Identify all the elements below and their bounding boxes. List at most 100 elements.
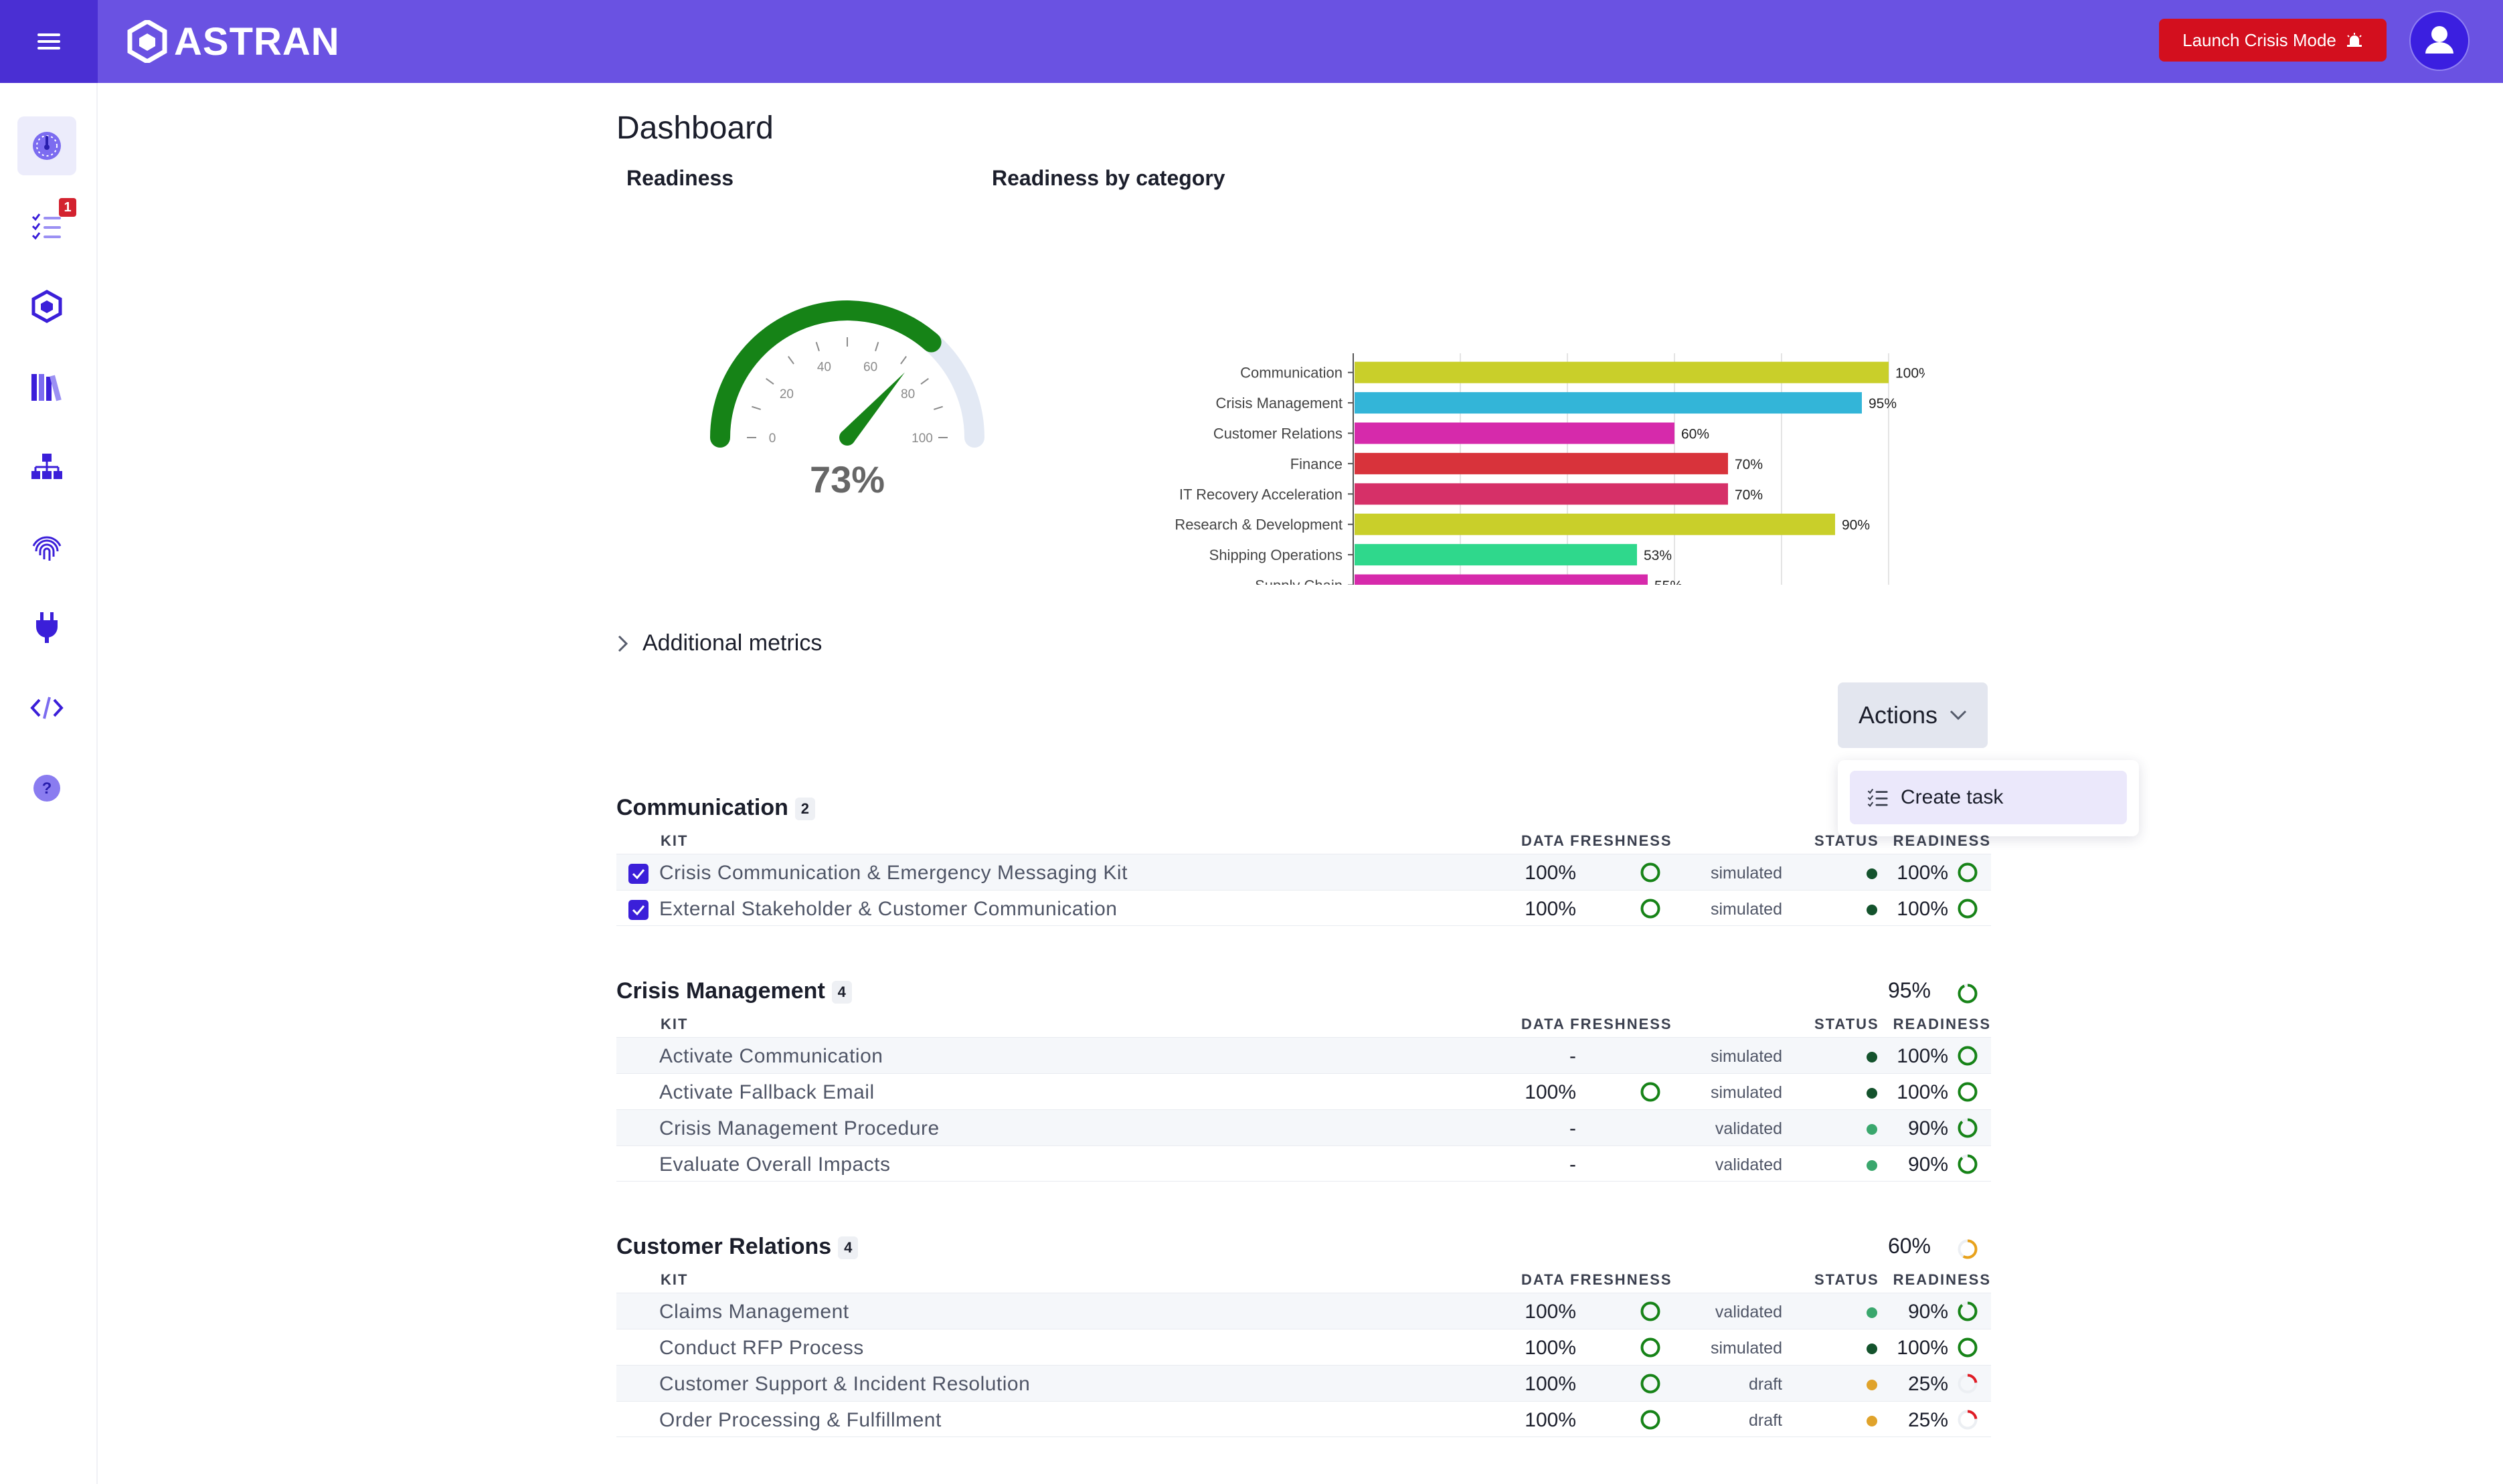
- readiness-ring: [1956, 1081, 1979, 1107]
- ring-progress: [1640, 1410, 1660, 1430]
- siren-icon: [2346, 33, 2362, 47]
- status-text: draft: [1748, 1375, 1782, 1394]
- bar-value-label: 53%: [1644, 548, 1672, 563]
- group-name[interactable]: Communication 2: [616, 795, 815, 821]
- sidebar-item-identity[interactable]: [17, 518, 76, 577]
- status-dot: [1867, 868, 1877, 879]
- table-row[interactable]: Crisis Communication & Emergency Messagi…: [616, 854, 1991, 890]
- sidebar-item-integrations[interactable]: [17, 598, 76, 657]
- data-freshness-value: 100%: [1525, 1373, 1576, 1395]
- table-row[interactable]: External Stakeholder & Customer Communic…: [616, 890, 1991, 926]
- column-header-status[interactable]: STATUS: [1814, 1271, 1879, 1288]
- gauge-tick: [934, 405, 943, 410]
- launch-crisis-mode-button[interactable]: Launch Crisis Mode: [2159, 19, 2387, 62]
- kit-name[interactable]: Activate Communication: [659, 1045, 883, 1067]
- status-text: draft: [1748, 1411, 1782, 1430]
- progress-ring-icon: [1958, 1239, 1978, 1259]
- progress-ring-icon: [1958, 1082, 1978, 1102]
- sidebar: 1: [0, 83, 98, 1484]
- status-dot: [1867, 1160, 1877, 1171]
- bar: [1355, 513, 1835, 535]
- user-avatar-button[interactable]: [2409, 11, 2470, 71]
- status-text: simulated: [1711, 900, 1782, 919]
- org-chart-icon: [31, 454, 62, 479]
- sidebar-item-tasks[interactable]: 1: [17, 197, 76, 256]
- readiness-value: 90%: [1907, 1117, 1948, 1139]
- sidebar-item-dashboard[interactable]: [17, 116, 76, 175]
- progress-ring-icon: [1958, 1046, 1978, 1066]
- progress-ring-icon: [1958, 1337, 1978, 1358]
- column-header-status[interactable]: STATUS: [1814, 832, 1879, 849]
- table-row[interactable]: Evaluate Overall Impacts - validated 90%: [616, 1145, 1991, 1182]
- menu-item-create-task[interactable]: Create task: [1850, 771, 2127, 824]
- readiness-value: 100%: [1897, 1337, 1948, 1359]
- group-name[interactable]: Crisis Management 4: [616, 978, 852, 1004]
- group-readiness-ring: [1956, 1238, 1979, 1264]
- group-name[interactable]: Customer Relations 4: [616, 1234, 859, 1260]
- column-header-readiness[interactable]: READINESS: [1893, 832, 1991, 849]
- bar: [1355, 452, 1728, 474]
- table-row[interactable]: Activate Communication - simulated 100%: [616, 1037, 1991, 1073]
- brand-logo[interactable]: ASTRAN: [127, 17, 340, 66]
- group-count-badge: 2: [794, 798, 815, 821]
- bar-value-label: 100%: [1895, 366, 1925, 381]
- table-row[interactable]: Order Processing & Fulfillment 100% draft 2…: [616, 1401, 1991, 1437]
- column-header-kit[interactable]: KIT: [661, 1271, 689, 1288]
- kit-name[interactable]: Activate Fallback Email: [659, 1081, 875, 1103]
- actions-dropdown-button[interactable]: Actions: [1838, 682, 1988, 748]
- data-freshness-value: 100%: [1525, 898, 1576, 920]
- kit-name[interactable]: Customer Support & Incident Resolution: [659, 1373, 1031, 1395]
- table-row[interactable]: Customer Support & Incident Resolution 10…: [616, 1365, 1991, 1401]
- column-header-data-freshness[interactable]: DATA FRESHNESS: [1521, 832, 1672, 849]
- progress-ring-icon: [1958, 899, 1978, 919]
- bar: [1355, 483, 1728, 505]
- kit-name[interactable]: Order Processing & Fulfillment: [659, 1409, 942, 1431]
- column-header-status[interactable]: STATUS: [1814, 1016, 1879, 1032]
- gauge-tick-label: 0: [769, 432, 776, 446]
- ring-progress: [1958, 1082, 1978, 1102]
- column-header-data-freshness[interactable]: DATA FRESHNESS: [1521, 1271, 1672, 1288]
- readiness-value: 100%: [1897, 1045, 1948, 1067]
- ring-progress: [1958, 899, 1978, 919]
- code-icon: [30, 697, 64, 719]
- table-row[interactable]: Claims Management 100% validated 90%: [616, 1293, 1991, 1329]
- column-header-kit[interactable]: KIT: [661, 832, 689, 849]
- user-icon: [2425, 26, 2453, 54]
- sidebar-item-organization[interactable]: [17, 438, 76, 496]
- sidebar-item-library[interactable]: [17, 357, 76, 416]
- column-headers: KIT DATA FRESHNESS STATUS READINESS: [616, 1266, 1991, 1293]
- gauge-tick: [920, 378, 929, 385]
- sidebar-item-help[interactable]: ?: [17, 759, 76, 818]
- gauge-tick-label: 80: [901, 387, 915, 401]
- data-freshness-value: -: [1569, 1045, 1576, 1067]
- menu-toggle-button[interactable]: [0, 0, 98, 83]
- progress-ring-icon: [1640, 1082, 1660, 1102]
- kit-name[interactable]: External Stakeholder & Customer Communic…: [659, 898, 1118, 920]
- additional-metrics-toggle[interactable]: Additional metrics: [617, 630, 822, 656]
- library-books-icon: [31, 374, 62, 401]
- column-header-readiness[interactable]: READINESS: [1893, 1016, 1991, 1032]
- kit-name[interactable]: Crisis Communication & Emergency Messagi…: [659, 862, 1128, 884]
- create-task-label: Create task: [1901, 786, 2004, 808]
- column-header-data-freshness[interactable]: DATA FRESHNESS: [1521, 1016, 1672, 1032]
- kit-name[interactable]: Evaluate Overall Impacts: [659, 1153, 891, 1176]
- freshness-ring: [1639, 1372, 1662, 1398]
- kit-name[interactable]: Crisis Management Procedure: [659, 1117, 940, 1139]
- group-count-badge: 4: [838, 1236, 859, 1260]
- progress-ring-icon: [1640, 1410, 1660, 1430]
- sidebar-item-kits[interactable]: [17, 277, 76, 336]
- gauge-tick-label: 60: [863, 360, 877, 374]
- table-row[interactable]: Conduct RFP Process 100% simulated 100%: [616, 1329, 1991, 1365]
- row-checkbox[interactable]: [628, 900, 649, 920]
- sidebar-item-api[interactable]: [17, 678, 76, 737]
- table-row[interactable]: Activate Fallback Email 100% simulated 100%: [616, 1073, 1991, 1109]
- kit-name[interactable]: Claims Management: [659, 1301, 849, 1323]
- status-text: simulated: [1711, 864, 1782, 883]
- group-title: Customer Relations: [616, 1234, 832, 1259]
- column-header-kit[interactable]: KIT: [661, 1016, 689, 1032]
- kit-name[interactable]: Conduct RFP Process: [659, 1337, 864, 1359]
- column-header-readiness[interactable]: READINESS: [1893, 1271, 1991, 1288]
- table-row[interactable]: Crisis Management Procedure - validated 90%: [616, 1109, 1991, 1145]
- row-checkbox[interactable]: [628, 864, 649, 884]
- gauge-needle-hub: [839, 430, 855, 446]
